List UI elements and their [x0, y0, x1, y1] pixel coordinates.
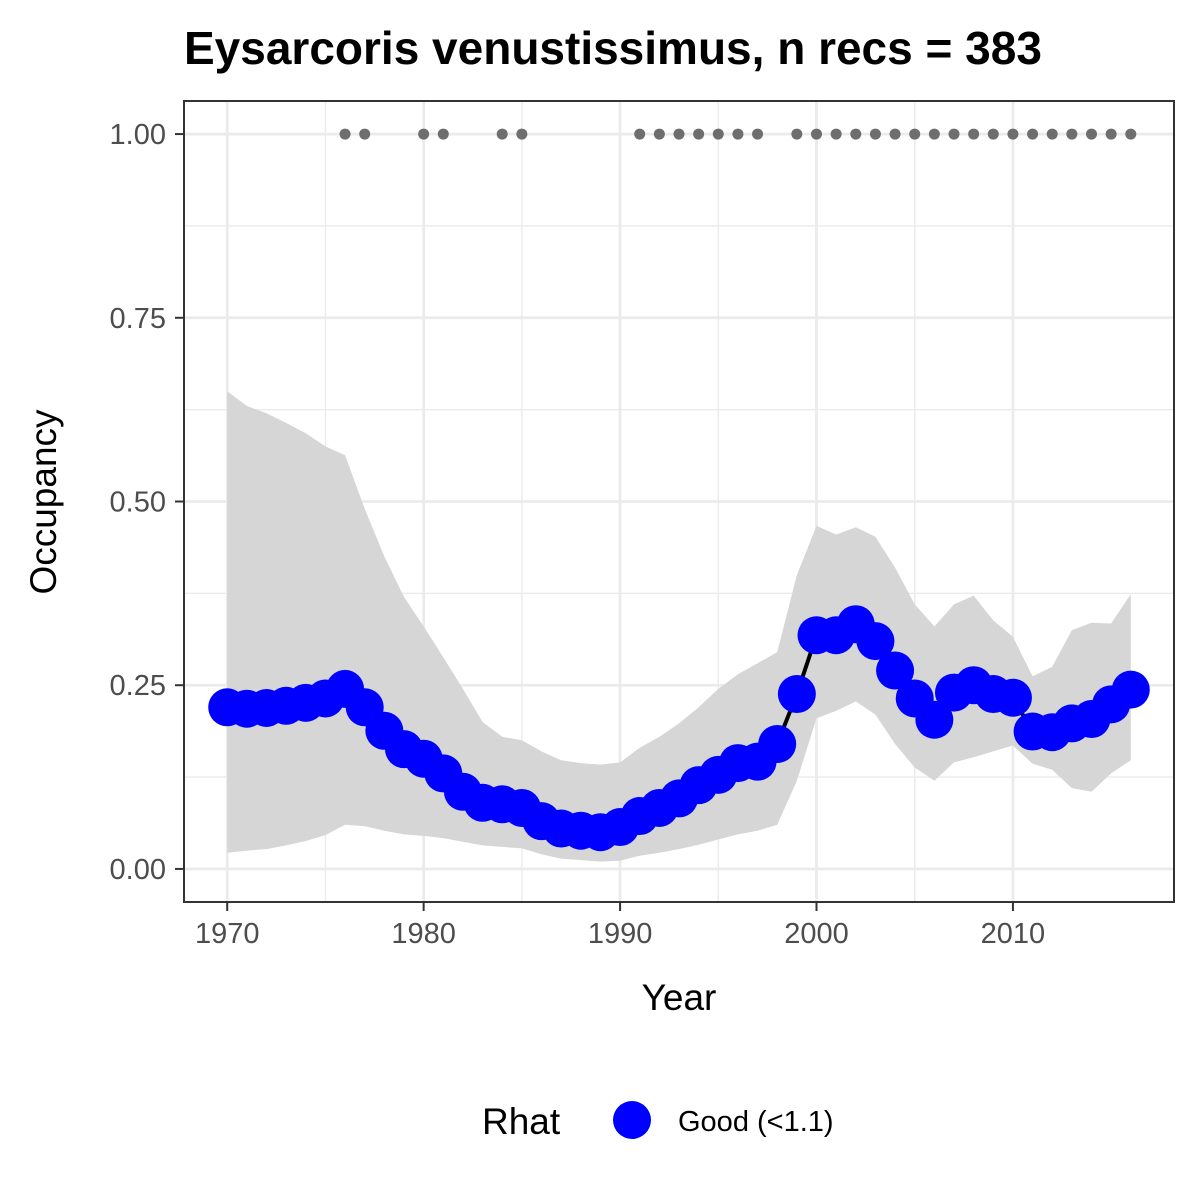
y-axis-title: Occupancy — [23, 409, 64, 595]
record-year-point — [1105, 128, 1117, 140]
legend-label-good: Good (<1.1) — [678, 1106, 834, 1138]
record-year-point — [1027, 128, 1039, 140]
y-tick-label: 0.50 — [110, 487, 166, 519]
record-year-markers — [339, 128, 1137, 140]
record-year-point — [1007, 128, 1019, 140]
record-year-point — [928, 128, 940, 140]
record-year-point — [634, 128, 646, 140]
confidence-ribbon — [227, 391, 1131, 862]
occupancy-point — [777, 675, 816, 714]
occupancy-point — [915, 700, 954, 739]
record-year-point — [732, 128, 744, 140]
record-year-point — [516, 128, 528, 140]
x-axis: 1970 1980 1990 2000 2010 — [195, 902, 1045, 950]
record-year-point — [850, 128, 862, 140]
record-year-point — [889, 128, 901, 140]
record-year-point — [968, 128, 980, 140]
record-year-point — [339, 128, 351, 140]
record-year-point — [987, 128, 999, 140]
legend: Rhat Good (<1.1) — [482, 1101, 834, 1142]
record-year-point — [1086, 128, 1097, 140]
record-year-point — [673, 128, 685, 140]
record-year-point — [1066, 128, 1078, 140]
occupancy-point — [1111, 670, 1150, 709]
x-tick-label: 1990 — [588, 918, 653, 950]
record-year-point — [948, 128, 960, 140]
y-tick-label: 0.25 — [110, 670, 166, 702]
occupancy-point — [758, 725, 797, 764]
record-year-point — [1046, 128, 1058, 140]
y-tick-label: 0.75 — [110, 303, 166, 335]
record-year-point — [752, 128, 764, 140]
record-year-point — [437, 128, 449, 140]
chart-title: Eysarcoris venustissimus, n recs = 383 — [184, 22, 1042, 74]
record-year-point — [830, 128, 842, 140]
record-year-point — [869, 128, 881, 140]
record-year-point — [909, 128, 921, 140]
record-year-point — [359, 128, 371, 140]
record-year-point — [712, 128, 724, 140]
occupancy-point — [856, 622, 895, 661]
y-tick-label: 1.00 — [110, 119, 166, 151]
y-tick-label: 0.00 — [110, 854, 166, 886]
legend-title: Rhat — [482, 1101, 561, 1142]
record-year-point — [496, 128, 508, 140]
record-year-point — [418, 128, 430, 140]
x-tick-label: 1970 — [195, 918, 260, 950]
x-axis-title: Year — [642, 977, 717, 1018]
x-tick-label: 1980 — [391, 918, 456, 950]
occupancy-point — [876, 651, 915, 690]
y-axis: 0.00 0.25 0.50 0.75 1.00 — [110, 119, 184, 886]
occupancy-point — [993, 678, 1032, 717]
record-year-point — [791, 128, 803, 140]
x-tick-label: 2010 — [981, 918, 1046, 950]
x-tick-label: 2000 — [784, 918, 849, 950]
record-year-point — [693, 128, 705, 140]
record-year-point — [811, 128, 822, 140]
record-year-point — [653, 128, 665, 140]
record-year-point — [1125, 128, 1137, 140]
occupancy-points — [208, 605, 1150, 852]
legend-key-good — [613, 1101, 651, 1139]
